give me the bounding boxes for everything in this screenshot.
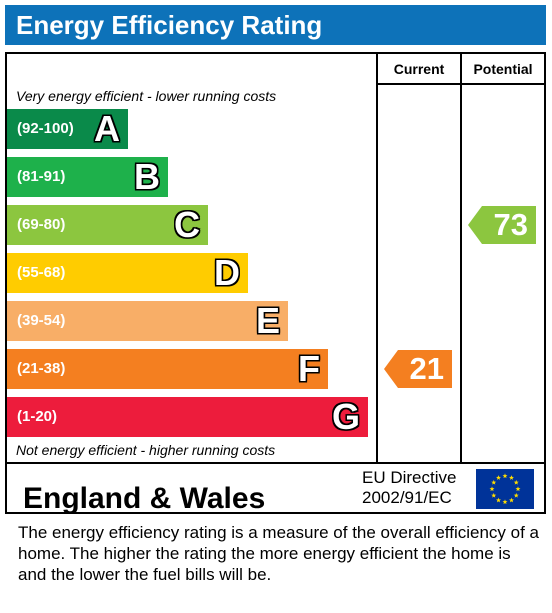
current-rating-indicator-value: 21 (409, 351, 444, 386)
band-letter: C (174, 204, 200, 245)
eu-stars (489, 473, 521, 505)
band-range-label: (81-91) (17, 168, 66, 185)
band-letter: A (94, 108, 120, 149)
footer-divider (7, 462, 544, 464)
band-letter: F (298, 348, 320, 389)
band-e: (39-54) E (7, 300, 288, 341)
eu-flag-icon (476, 469, 534, 509)
current-column-header: Current (393, 61, 445, 77)
column-header-divider (376, 83, 546, 85)
page-title: Energy Efficiency Rating (5, 5, 546, 45)
band-range-label: (69-80) (17, 216, 66, 233)
band-f: (21-38) F (7, 348, 328, 389)
eu-star (509, 497, 514, 503)
top-caption: Very energy efficient - lower running co… (16, 88, 277, 104)
band-c: (69-80) C (7, 204, 208, 245)
band-d: (55-68) D (7, 252, 248, 293)
band-letter: G (331, 396, 360, 437)
eu-star (491, 492, 497, 498)
rating-chart: Current Potential Very energy efficient … (5, 52, 546, 515)
eu-star (513, 479, 519, 485)
eu-directive: EU Directive 2002/91/EC (362, 468, 456, 508)
band-range-label: (39-54) (17, 312, 66, 329)
description-text: The energy efficiency rating is a measur… (18, 523, 539, 584)
eu-star (491, 479, 497, 485)
band-g: (1-20) G (7, 396, 368, 437)
eu-star (515, 486, 521, 492)
current-column-divider (376, 54, 378, 464)
band-range-label: (55-68) (17, 264, 66, 281)
current-rating-indicator: 21 (384, 350, 452, 388)
eu-star (513, 492, 519, 498)
eu-directive-line1: EU Directive (362, 468, 457, 487)
band-range-label: (1-20) (17, 408, 58, 425)
potential-column-header: Potential (473, 61, 533, 77)
eu-star (496, 497, 501, 503)
band-range-label: (21-38) (17, 360, 66, 377)
band-range-label: (92-100) (17, 120, 74, 137)
band-letter: E (255, 300, 280, 341)
potential-rating-indicator: 73 (468, 206, 536, 244)
eu-star (502, 473, 508, 479)
eu-star (509, 475, 514, 480)
potential-rating-indicator-value: 73 (493, 207, 528, 242)
eu-star (502, 499, 508, 505)
bottom-caption: Not energy efficient - higher running co… (16, 442, 276, 458)
region-label: England & Wales (23, 482, 266, 515)
band-a: (92-100) A (7, 108, 128, 149)
band-b: (81-91) B (7, 156, 168, 197)
eu-star (489, 486, 495, 492)
potential-column-divider (460, 54, 462, 464)
band-letter: B (134, 156, 160, 197)
eu-directive-line2: 2002/91/EC (362, 488, 452, 507)
band-letter: D (214, 252, 240, 293)
eu-star (496, 475, 501, 480)
